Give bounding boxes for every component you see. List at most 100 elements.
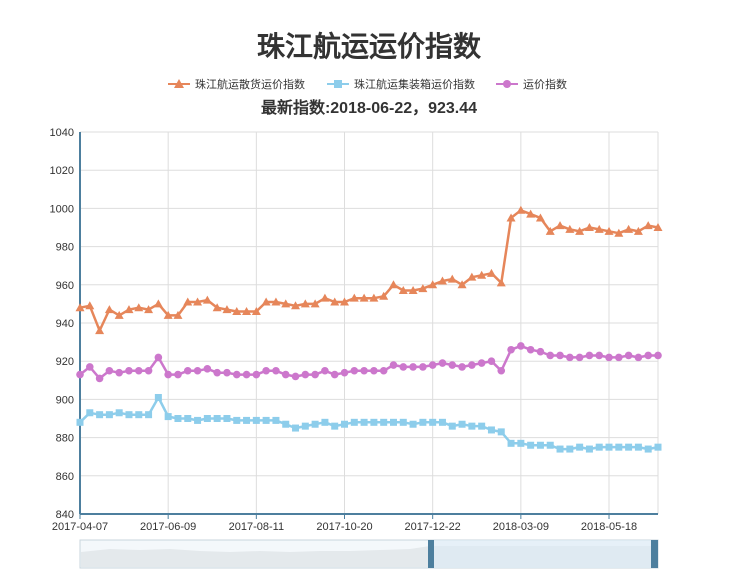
data-point[interactable] xyxy=(458,420,466,428)
data-point[interactable] xyxy=(261,297,271,306)
data-point[interactable] xyxy=(360,366,368,375)
data-point[interactable] xyxy=(85,363,94,371)
data-point[interactable] xyxy=(144,366,153,375)
data-point[interactable] xyxy=(311,370,319,379)
data-point[interactable] xyxy=(233,416,241,424)
data-point[interactable] xyxy=(594,224,604,233)
data-point[interactable] xyxy=(125,411,133,419)
data-point[interactable] xyxy=(545,226,555,235)
data-point[interactable] xyxy=(95,326,105,335)
data-point[interactable] xyxy=(497,366,506,375)
data-point[interactable] xyxy=(633,226,643,235)
data-point[interactable] xyxy=(272,366,280,375)
legend-item-container[interactable]: 珠江航运集装箱运价指数 xyxy=(327,77,475,91)
data-point[interactable] xyxy=(556,351,564,360)
data-point[interactable] xyxy=(194,416,202,424)
data-point[interactable] xyxy=(223,368,231,377)
data-point[interactable] xyxy=(625,443,633,451)
data-point[interactable] xyxy=(419,363,427,371)
data-point[interactable] xyxy=(507,439,515,447)
data-point[interactable] xyxy=(174,415,182,422)
data-point[interactable] xyxy=(340,368,349,377)
data-point[interactable] xyxy=(409,363,417,371)
data-point[interactable] xyxy=(96,411,104,419)
data-point[interactable] xyxy=(242,370,251,379)
data-point[interactable] xyxy=(340,297,350,306)
data-point[interactable] xyxy=(565,224,575,233)
data-point[interactable] xyxy=(153,299,163,308)
data-point[interactable] xyxy=(516,205,526,214)
data-point[interactable] xyxy=(458,363,466,371)
data-point[interactable] xyxy=(281,370,290,379)
data-point[interactable] xyxy=(438,418,446,426)
data-point[interactable] xyxy=(134,303,144,312)
data-point[interactable] xyxy=(124,305,134,314)
data-point[interactable] xyxy=(467,272,477,281)
data-point[interactable] xyxy=(320,293,330,302)
data-point[interactable] xyxy=(163,310,173,319)
data-point[interactable] xyxy=(605,443,613,451)
data-point[interactable] xyxy=(506,213,516,222)
data-point[interactable] xyxy=(369,293,379,302)
data-point[interactable] xyxy=(301,370,310,379)
data-point[interactable] xyxy=(272,416,280,424)
data-point[interactable] xyxy=(115,368,123,377)
legend-item-bulk[interactable]: 珠江航运散货运价指数 xyxy=(168,77,305,91)
data-point[interactable] xyxy=(242,307,252,316)
data-point[interactable] xyxy=(262,366,270,375)
data-point[interactable] xyxy=(556,445,564,453)
data-point[interactable] xyxy=(448,361,457,369)
data-point[interactable] xyxy=(634,353,643,362)
data-point[interactable] xyxy=(507,345,515,354)
data-point[interactable] xyxy=(408,286,418,295)
data-point[interactable] xyxy=(575,353,584,362)
data-point[interactable] xyxy=(379,291,389,300)
data-point[interactable] xyxy=(644,445,652,453)
data-point[interactable] xyxy=(437,276,447,285)
data-point[interactable] xyxy=(115,409,123,417)
data-point[interactable] xyxy=(624,224,634,233)
data-point[interactable] xyxy=(202,295,212,304)
data-point[interactable] xyxy=(654,443,662,451)
data-point[interactable] xyxy=(213,415,221,422)
data-point[interactable] xyxy=(154,353,163,362)
data-point[interactable] xyxy=(184,415,192,422)
data-point[interactable] xyxy=(653,223,663,231)
data-point[interactable] xyxy=(643,221,653,230)
data-point[interactable] xyxy=(535,213,545,222)
data-point[interactable] xyxy=(301,422,309,430)
data-point[interactable] xyxy=(341,420,349,428)
data-point[interactable] xyxy=(105,366,114,375)
data-point[interactable] xyxy=(536,347,545,356)
data-point[interactable] xyxy=(164,413,172,421)
data-point[interactable] xyxy=(321,366,329,375)
data-point[interactable] xyxy=(203,415,211,422)
data-point[interactable] xyxy=(478,422,486,430)
data-point[interactable] xyxy=(331,422,339,430)
data-point[interactable] xyxy=(399,363,408,371)
data-point[interactable] xyxy=(174,370,182,379)
data-point[interactable] xyxy=(222,305,232,314)
data-point[interactable] xyxy=(595,351,604,360)
data-point[interactable] xyxy=(496,278,506,287)
data-point[interactable] xyxy=(566,353,574,362)
data-point[interactable] xyxy=(173,310,183,319)
data-zoom-handle-left[interactable] xyxy=(428,540,434,568)
data-point[interactable] xyxy=(585,351,594,360)
data-point[interactable] xyxy=(135,411,143,419)
data-point[interactable] xyxy=(134,366,143,375)
data-point[interactable] xyxy=(517,439,525,447)
data-point[interactable] xyxy=(468,422,476,430)
legend-item-composite[interactable]: 运价指数 xyxy=(496,77,567,91)
data-point[interactable] xyxy=(605,353,613,362)
data-point[interactable] xyxy=(271,297,281,306)
data-point[interactable] xyxy=(526,345,535,354)
data-point[interactable] xyxy=(95,374,104,383)
data-point[interactable] xyxy=(370,366,378,375)
data-point[interactable] xyxy=(75,303,85,312)
data-point[interactable] xyxy=(291,372,300,381)
data-point[interactable] xyxy=(477,359,486,367)
data-point[interactable] xyxy=(438,359,447,367)
data-point[interactable] xyxy=(243,416,251,424)
data-point[interactable] xyxy=(428,280,438,289)
